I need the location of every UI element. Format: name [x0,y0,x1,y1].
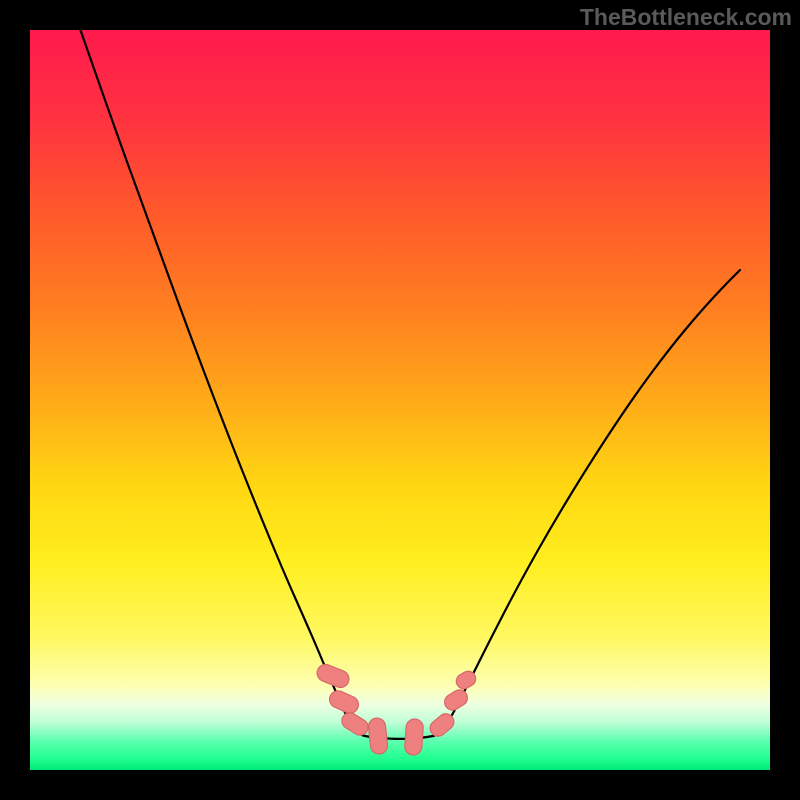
plot-area [30,30,770,770]
marker-capsule [368,717,389,755]
gradient-background [30,30,770,770]
watermark-text: TheBottleneck.com [580,4,792,31]
bottleneck-chart [30,30,770,770]
marker-capsule [404,718,423,755]
